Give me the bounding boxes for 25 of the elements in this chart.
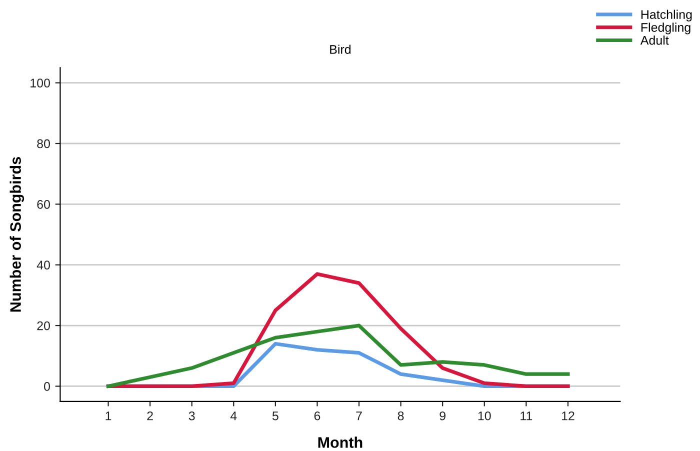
x-tick-label: 6	[314, 411, 320, 420]
y-tick-label: 40	[36, 260, 50, 270]
x-tick-label: 3	[188, 411, 195, 420]
x-tick-label: 12	[562, 411, 574, 420]
legend-label: Fledgling	[641, 22, 690, 34]
line-series	[106, 324, 570, 388]
x-tick-label: 1	[106, 412, 112, 420]
y-tick-label: 100	[30, 78, 50, 88]
y-tick-label: 80	[37, 139, 50, 148]
y-tick-label: 20	[37, 321, 50, 330]
x-axis-title: Month	[318, 436, 362, 448]
y-tick-label: 60	[37, 200, 50, 209]
x-tick-label: 11	[520, 412, 532, 420]
x-tick-label: 4	[230, 412, 237, 420]
legend-label: Adult	[640, 36, 669, 45]
x-tick-label: 10	[478, 411, 491, 420]
y-axis-title: Number of Songbirds	[10, 157, 24, 312]
chart-title: Bird	[330, 44, 351, 54]
y-tick-label: 0	[44, 382, 50, 391]
x-tick-label: 8	[398, 411, 404, 420]
legend-label: Hatchling	[641, 10, 692, 22]
x-tick-label: 5	[272, 412, 278, 420]
x-tick-label: 2	[147, 411, 153, 420]
x-tick-label: 9	[440, 411, 446, 420]
x-tick-label: 7	[356, 412, 362, 420]
